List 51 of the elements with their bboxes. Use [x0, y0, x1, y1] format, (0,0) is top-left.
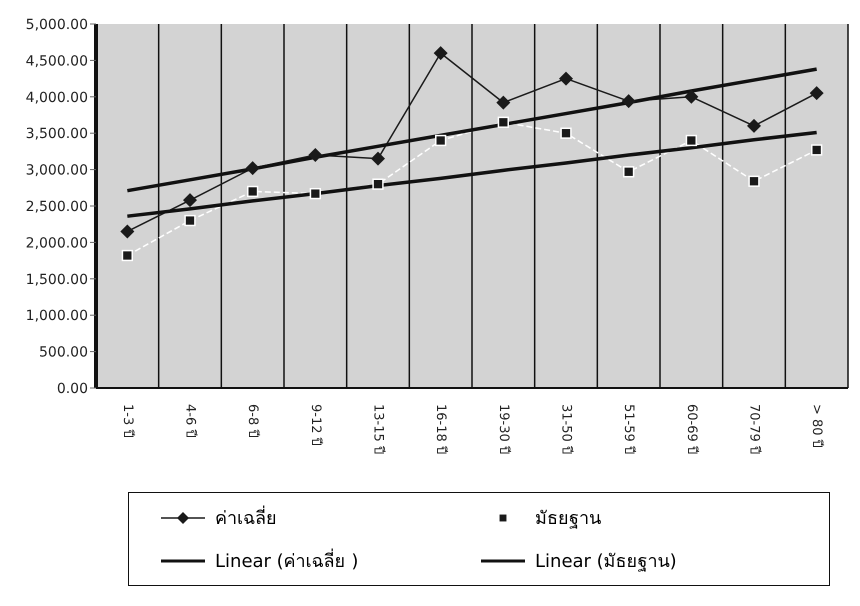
- y-tick-label: 0.00: [56, 380, 88, 397]
- point: [498, 116, 509, 128]
- x-tick-label: 13-15 ปี: [370, 404, 386, 454]
- point: [560, 128, 572, 139]
- y-tick-label: 5,000.00: [26, 16, 88, 33]
- point: [308, 148, 322, 162]
- x-tick-label: 51-59 ปี: [621, 404, 638, 454]
- point: [371, 152, 385, 166]
- x-tick-label: 19-30 ปี: [496, 404, 512, 454]
- point: [623, 166, 634, 178]
- point: [811, 144, 822, 156]
- x-tick-label: 60-69 ปี: [684, 404, 700, 454]
- y-tick-label: 2,500.00: [26, 198, 88, 215]
- point: [684, 90, 698, 104]
- point: [184, 214, 196, 226]
- point: [686, 134, 697, 146]
- y-tick-label: 1,500.00: [26, 272, 88, 288]
- point: [120, 224, 134, 238]
- point: [434, 46, 448, 60]
- point: [496, 96, 510, 110]
- x-tick-label: 4-6 ปี: [182, 404, 198, 438]
- point: [310, 188, 321, 200]
- point: [622, 94, 636, 108]
- y-tick-label: 3,500.00: [26, 126, 88, 142]
- x-tick-label: 31-50 ปี: [558, 404, 574, 454]
- x-tick-label: 6-8 ปี: [245, 404, 262, 438]
- x-tick-label: 1-3 ปี: [120, 404, 136, 438]
- point: [559, 72, 573, 86]
- y-tick-label: 3,000.00: [26, 162, 88, 179]
- legend-label: Linear (มัธยฐาน): [535, 550, 677, 574]
- point: [810, 86, 824, 100]
- y-tick-label: 1,000.00: [26, 308, 88, 324]
- point: [747, 118, 761, 133]
- legend-label: ค่าเฉลี่ย: [215, 504, 277, 531]
- x-tick-label: 9-12 ปี: [308, 404, 324, 446]
- y-tick-label: 2,000.00: [26, 235, 88, 252]
- point: [372, 178, 384, 190]
- point: [246, 161, 260, 176]
- y-tick-label: 500.00: [39, 344, 88, 361]
- point: [748, 176, 760, 187]
- point: [247, 186, 258, 198]
- x-tick-label: > 80 ปี: [809, 404, 826, 448]
- x-tick-label: 16-18 ปี: [433, 404, 450, 454]
- y-tick-label: 4,000.00: [26, 90, 88, 106]
- y-tick-label: 4,500.00: [26, 53, 88, 70]
- point: [183, 193, 197, 208]
- legend-label: มัธยฐาน: [535, 507, 601, 531]
- legend-label: Linear (ค่าเฉลี่ย ): [215, 548, 358, 574]
- point: [122, 250, 133, 262]
- x-tick-label: 70-79 ปี: [746, 404, 762, 454]
- point: [435, 134, 446, 146]
